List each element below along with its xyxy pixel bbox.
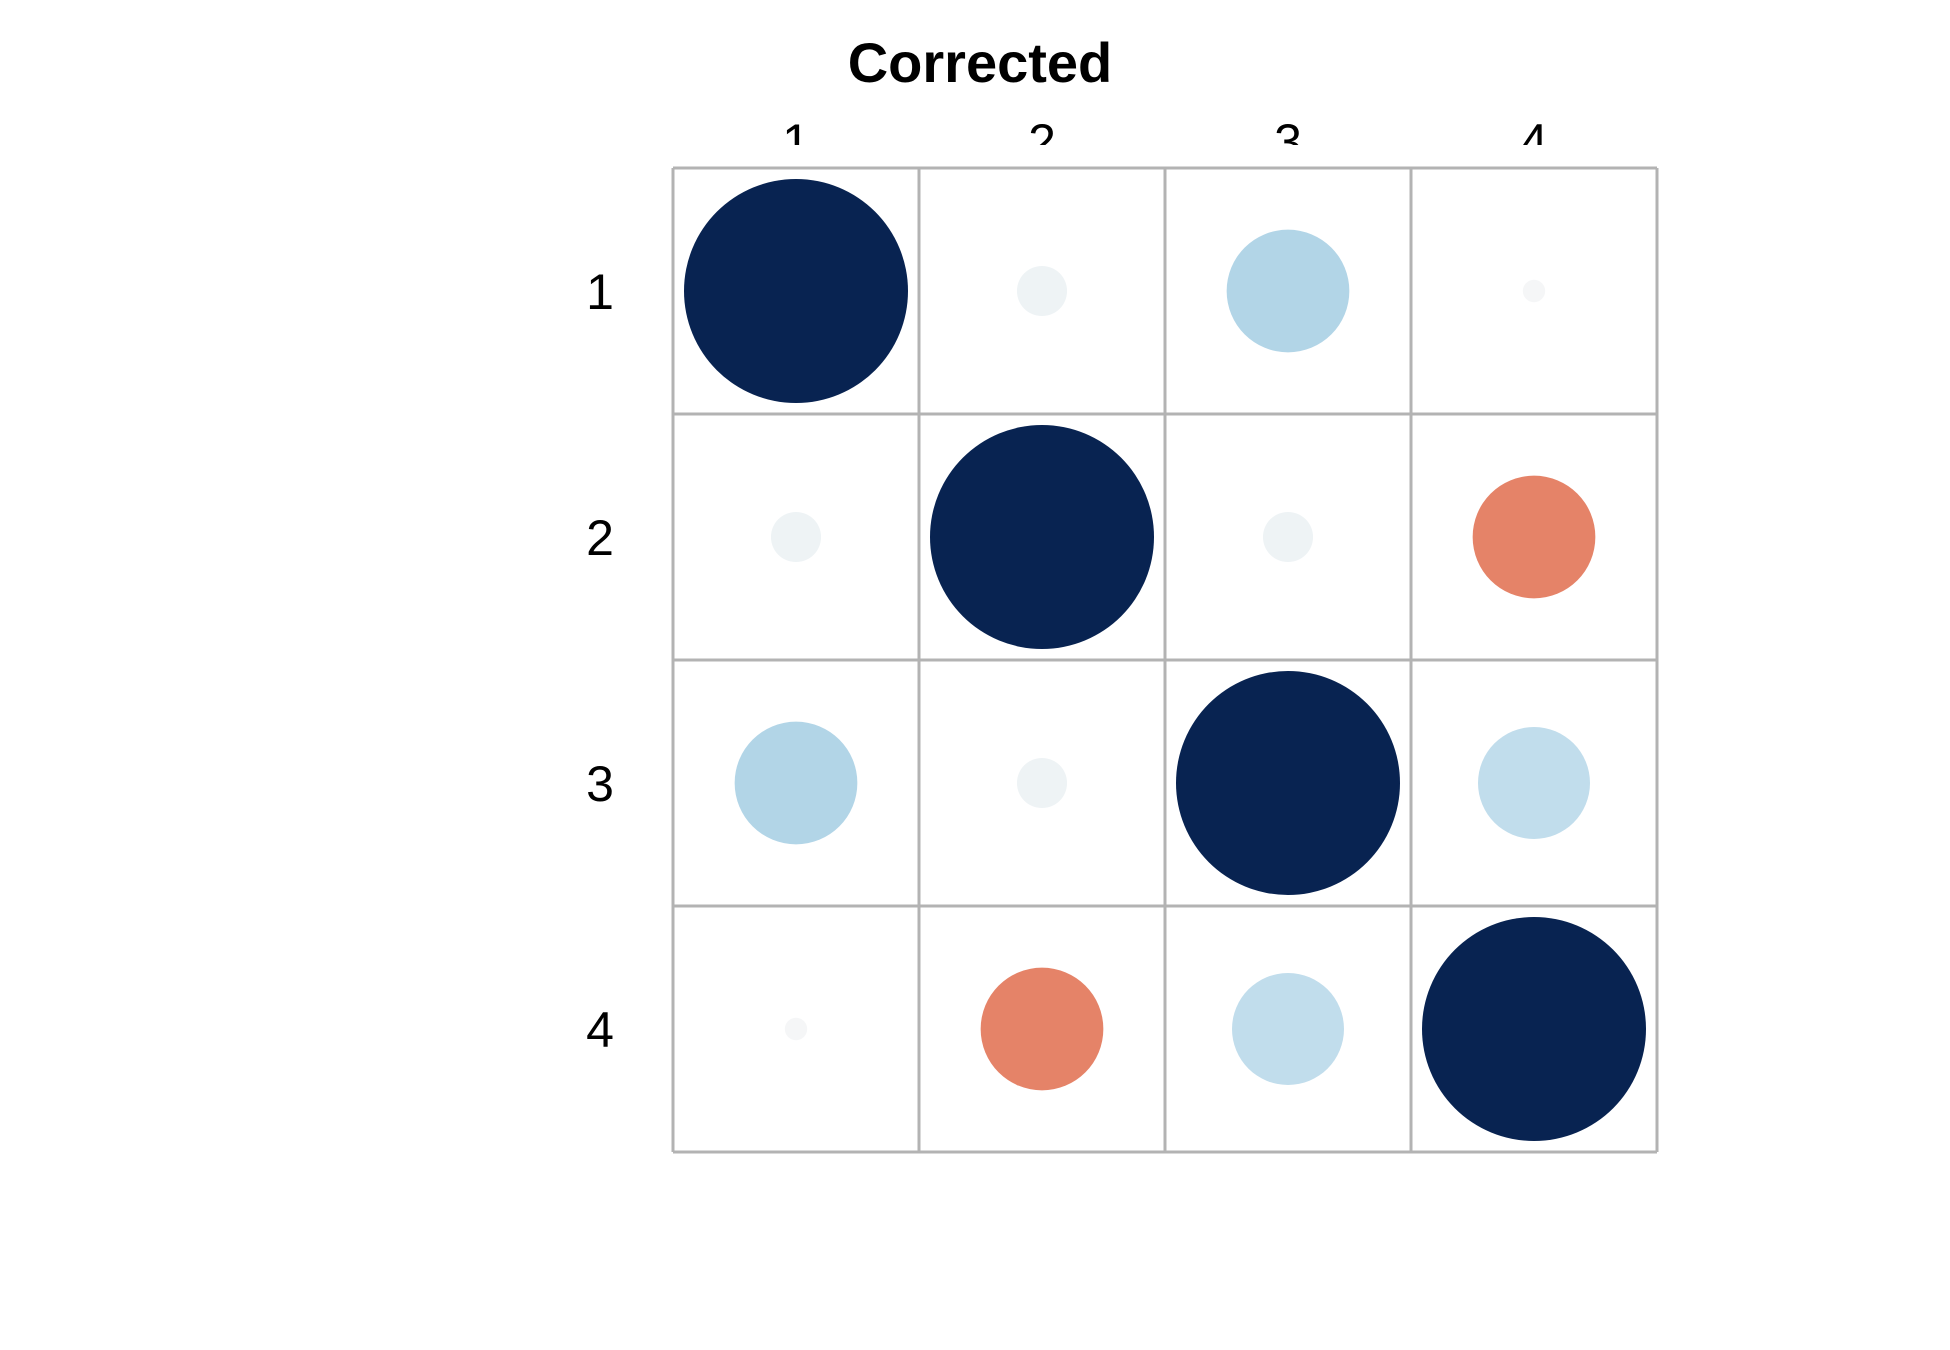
column-labels: 1 2 3 4	[782, 114, 1548, 170]
cell-circle-r2-c1	[770, 511, 822, 563]
row-label: 2	[586, 510, 614, 566]
row-labels: 1 2 3 4	[586, 264, 614, 1058]
cell-circle-r2-c3	[1262, 511, 1314, 563]
cell-circle-r1-c3	[1226, 229, 1350, 353]
cell-circle-r4-c1	[784, 1017, 808, 1041]
column-label: 2	[1028, 114, 1056, 170]
cell-circle-r2-c4	[1472, 475, 1596, 599]
cell-circle-r3-c2	[1016, 757, 1068, 809]
row-label: 4	[586, 1002, 614, 1058]
grid-lines	[671, 166, 1659, 1154]
row-label: 3	[586, 756, 614, 812]
cell-circle-r4-c2	[980, 967, 1104, 1091]
cell-circle-r3-c1	[734, 721, 858, 845]
row-label: 1	[586, 264, 614, 320]
column-label: 1	[782, 114, 810, 170]
cell-circle-r2-c2	[930, 425, 1154, 649]
column-label: 3	[1274, 114, 1302, 170]
cell-circle-r1-c2	[1016, 265, 1068, 317]
cell-circle-r4-c3	[1232, 973, 1344, 1085]
cell-circle-r1-c1	[684, 179, 908, 403]
column-label: 4	[1520, 114, 1548, 170]
cell-circle-r1-c4	[1522, 279, 1546, 303]
cell-circle-r4-c4	[1422, 917, 1646, 1141]
cell-circles	[684, 179, 1646, 1141]
cell-circle-r3-c4	[1478, 727, 1590, 839]
chart-title: Corrected	[848, 31, 1113, 94]
cell-circle-r3-c3	[1176, 671, 1400, 895]
